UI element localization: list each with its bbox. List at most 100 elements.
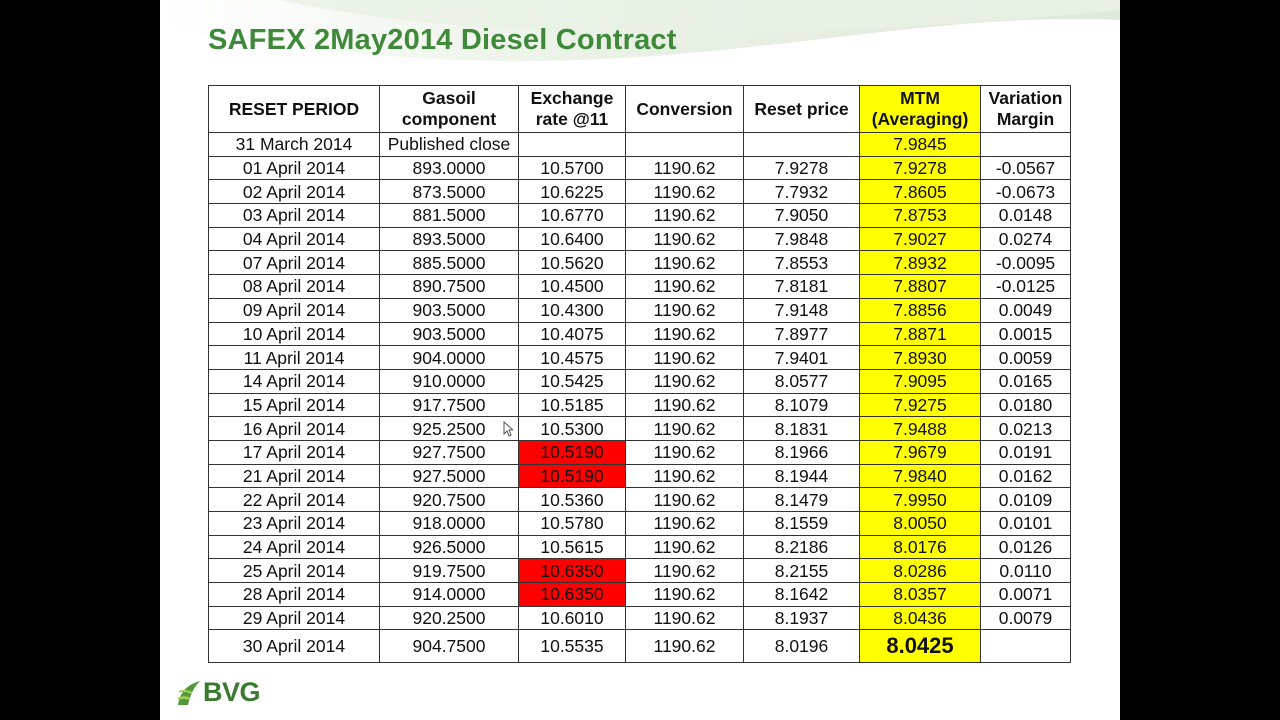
cell-reset-period: 15 April 2014	[208, 392, 380, 418]
cell-reset-price: 8.1559	[743, 511, 860, 536]
cell-gasoil: 903.5000	[379, 297, 519, 323]
cell-reset-price: 8.1966	[743, 439, 860, 465]
cell-reset-period: 08 April 2014	[208, 274, 380, 299]
diesel-contract-table: RESET PERIOD Gasoil component Exchange r…	[208, 85, 1071, 664]
cell-exchange-rate: 10.6770	[518, 203, 626, 228]
cell-reset-price: 7.9848	[743, 226, 860, 252]
table-row: 30 April 2014 904.7500 10.5535 1190.62 8.019…	[208, 629, 1071, 664]
cell-gasoil: 904.7500	[379, 629, 519, 664]
cell-variation-margin: -0.0673	[980, 179, 1071, 205]
cell-conversion: 1190.62	[625, 534, 744, 560]
cell-exchange-rate: 10.5360	[518, 487, 626, 512]
cell-variation-margin: -0.0125	[980, 274, 1071, 299]
cell-exchange-rate: 10.6010	[518, 605, 626, 631]
cell-reset-period: 01 April 2014	[208, 155, 380, 181]
cell-conversion: 1190.62	[625, 274, 744, 299]
cell-reset-price: 8.2186	[743, 534, 860, 560]
cell-variation-margin	[980, 132, 1071, 157]
cell-gasoil: 925.2500	[379, 416, 519, 441]
cell-reset-period: 29 April 2014	[208, 605, 380, 631]
cell-conversion: 1190.62	[625, 463, 744, 489]
cell-conversion: 1190.62	[625, 297, 744, 323]
cell-reset-price: 7.9401	[743, 345, 860, 370]
cell-reset-period: 04 April 2014	[208, 226, 380, 252]
header-variation-margin: Variation Margin	[980, 85, 1071, 133]
cell-gasoil: Published close	[379, 132, 519, 157]
cell-exchange-rate: 10.5535	[518, 629, 626, 664]
cell-reset-price: 7.8181	[743, 274, 860, 299]
cell-conversion: 1190.62	[625, 511, 744, 536]
cell-variation-margin	[980, 629, 1071, 664]
cell-gasoil: 903.5000	[379, 321, 519, 347]
cell-mtm: 8.0050	[859, 511, 981, 536]
cell-reset-period: 22 April 2014	[208, 487, 380, 512]
cell-reset-period: 17 April 2014	[208, 439, 380, 465]
cell-reset-period: 16 April 2014	[208, 416, 380, 441]
table-header-row: RESET PERIOD Gasoil component Exchange r…	[208, 85, 1071, 133]
cell-variation-margin: -0.0095	[980, 250, 1071, 276]
cell-conversion	[625, 132, 744, 157]
cell-reset-period: 03 April 2014	[208, 203, 380, 228]
cell-variation-margin: -0.0567	[980, 155, 1071, 181]
cell-variation-margin: 0.0191	[980, 439, 1071, 465]
cell-gasoil: 890.7500	[379, 274, 519, 299]
cell-exchange-rate: 10.5190	[518, 463, 626, 489]
header-exchange-rate: Exchange rate @11	[518, 85, 626, 133]
cell-reset-price	[743, 132, 860, 157]
cell-variation-margin: 0.0162	[980, 463, 1071, 489]
cell-reset-period: 11 April 2014	[208, 345, 380, 370]
table-row: 28 April 2014 914.0000 10.6350 1190.62 8.164…	[208, 582, 1071, 607]
cell-variation-margin: 0.0049	[980, 297, 1071, 323]
cell-gasoil: 893.0000	[379, 155, 519, 181]
cell-exchange-rate: 10.4300	[518, 297, 626, 323]
cell-reset-period: 10 April 2014	[208, 321, 380, 347]
cell-gasoil: 873.5000	[379, 179, 519, 205]
cell-reset-period: 09 April 2014	[208, 297, 380, 323]
cell-reset-period: 28 April 2014	[208, 582, 380, 607]
cell-mtm: 8.0436	[859, 605, 981, 631]
cell-variation-margin: 0.0059	[980, 345, 1071, 370]
cell-conversion: 1190.62	[625, 203, 744, 228]
cell-variation-margin: 0.0101	[980, 511, 1071, 536]
header-mtm-averaging: MTM (Averaging)	[859, 85, 981, 133]
cell-reset-period: 31 March 2014	[208, 132, 380, 157]
cell-reset-price: 8.1944	[743, 463, 860, 489]
cell-mtm: 7.9095	[859, 368, 981, 394]
cell-conversion: 1190.62	[625, 629, 744, 664]
cell-mtm: 7.8753	[859, 203, 981, 228]
cell-reset-price: 8.1937	[743, 605, 860, 631]
cell-conversion: 1190.62	[625, 250, 744, 276]
cell-exchange-rate: 10.5615	[518, 534, 626, 560]
cell-conversion: 1190.62	[625, 416, 744, 441]
cell-reset-period: 21 April 2014	[208, 463, 380, 489]
cell-reset-price: 8.0196	[743, 629, 860, 664]
cell-gasoil: 910.0000	[379, 368, 519, 394]
cell-gasoil: 920.2500	[379, 605, 519, 631]
cell-exchange-rate: 10.6350	[518, 558, 626, 584]
cell-mtm: 7.8807	[859, 274, 981, 299]
cell-gasoil: 893.5000	[379, 226, 519, 252]
header-reset-period: RESET PERIOD	[208, 85, 380, 133]
table-row: 07 April 2014 885.5000 10.5620 1190.62 7.855…	[208, 250, 1071, 276]
table-row: 16 April 2014 925.2500 10.5300 1190.62 8.183…	[208, 416, 1071, 441]
cell-mtm: 7.9275	[859, 392, 981, 418]
cell-mtm: 7.8930	[859, 345, 981, 370]
cell-conversion: 1190.62	[625, 392, 744, 418]
cell-exchange-rate: 10.5190	[518, 439, 626, 465]
table-row: 23 April 2014 918.0000 10.5780 1190.62 8.155…	[208, 511, 1071, 536]
cell-gasoil: 919.7500	[379, 558, 519, 584]
cell-mtm: 7.9488	[859, 416, 981, 441]
cell-reset-price: 8.0577	[743, 368, 860, 394]
table-row: 02 April 2014 873.5000 10.6225 1190.62 7.793…	[208, 179, 1071, 205]
cell-reset-period: 14 April 2014	[208, 368, 380, 394]
cell-variation-margin: 0.0274	[980, 226, 1071, 252]
cell-reset-period: 25 April 2014	[208, 558, 380, 584]
cell-mtm: 8.0357	[859, 582, 981, 607]
cell-variation-margin: 0.0110	[980, 558, 1071, 584]
cell-mtm: 7.9679	[859, 439, 981, 465]
cell-gasoil: 904.0000	[379, 345, 519, 370]
cell-mtm: 8.0286	[859, 558, 981, 584]
header-swoosh-decoration	[160, 0, 1120, 62]
cell-variation-margin: 0.0148	[980, 203, 1071, 228]
cell-gasoil: 927.7500	[379, 439, 519, 465]
